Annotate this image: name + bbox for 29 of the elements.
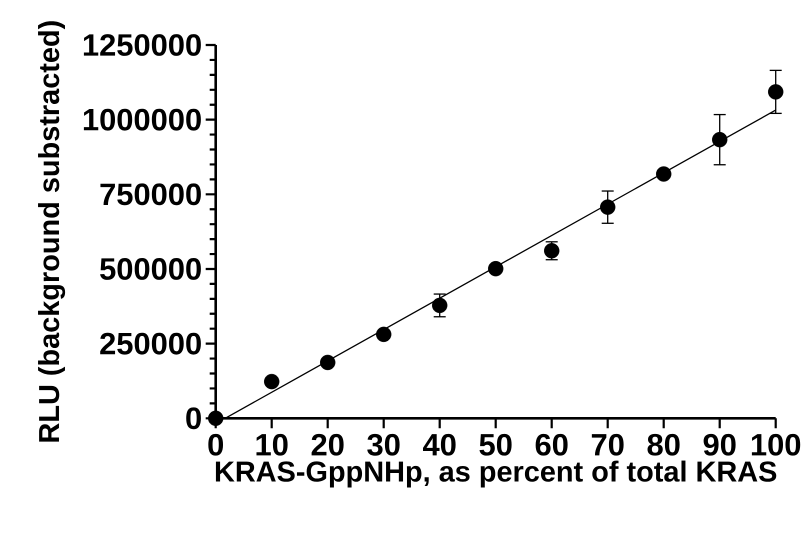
point — [376, 326, 392, 342]
x-axis-title: KRAS-GppNHp, as percent of total KRAS — [216, 460, 776, 488]
point — [656, 166, 672, 182]
point — [768, 84, 784, 100]
x-tick-label: 10 — [256, 434, 288, 456]
point — [320, 354, 336, 370]
x-tick-label: 50 — [479, 434, 512, 456]
y-axis-title: RLU (background substracted) — [38, 21, 66, 442]
y-tick-label: 500000 — [100, 258, 201, 280]
y-tick-label: 750000 — [100, 183, 201, 206]
x-tick-label: 80 — [648, 434, 680, 456]
y-tick-label: 1000000 — [84, 108, 201, 131]
x-tick-label: 90 — [704, 434, 736, 456]
y-tick-label: 0 — [186, 407, 201, 430]
point — [208, 410, 224, 426]
x-tick-label: 60 — [536, 434, 568, 456]
x-tick-label: 40 — [422, 434, 456, 456]
point — [712, 132, 728, 148]
x-tick-label: 0 — [208, 434, 224, 456]
point — [264, 374, 280, 390]
point — [432, 298, 448, 314]
x-tick-label: 70 — [592, 434, 624, 456]
x-tick-label: 20 — [312, 434, 344, 456]
point — [600, 199, 616, 215]
point — [488, 260, 504, 276]
y-tick-label: 250000 — [100, 332, 201, 355]
x-tick-label: 30 — [367, 434, 400, 456]
y-tick-label: 1250000 — [84, 34, 201, 56]
x-tick-label: 100 — [752, 434, 800, 456]
